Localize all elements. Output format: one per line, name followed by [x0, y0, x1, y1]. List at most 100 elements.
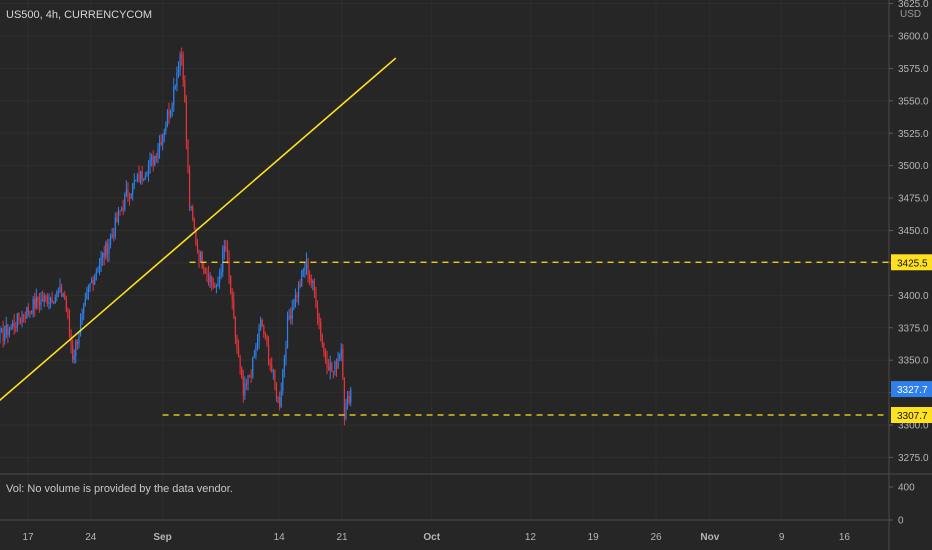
candle-body — [217, 282, 219, 286]
candle-body — [40, 298, 42, 306]
candle-body — [277, 397, 279, 399]
candle-body — [92, 279, 94, 285]
candle-body — [149, 158, 151, 166]
candle-body — [38, 301, 41, 306]
candle-body — [335, 360, 338, 369]
candle-body — [326, 359, 328, 368]
symbol-title[interactable]: US500, 4h, CURRENCYCOM — [6, 9, 153, 21]
horizontal-levels[interactable] — [162, 261, 889, 416]
candle-body — [166, 111, 169, 125]
candle-body — [59, 286, 61, 293]
candle-body — [184, 80, 186, 103]
candle-body — [290, 315, 292, 319]
candle-body — [68, 316, 71, 334]
candle-body — [321, 335, 323, 344]
candle-body — [307, 259, 309, 275]
candle-body — [236, 337, 238, 348]
candle-body — [160, 142, 162, 145]
candle-body — [200, 252, 202, 262]
candle-body — [312, 280, 314, 283]
candle-body — [220, 271, 222, 276]
candle-body — [252, 356, 254, 377]
candle-body — [214, 286, 216, 288]
candle-body — [132, 183, 134, 194]
candle-body — [332, 371, 334, 373]
x-tick-label: 19 — [588, 532, 600, 543]
candle-body — [293, 307, 295, 309]
level-price-label: 3307.7 — [897, 411, 928, 422]
candle-body — [309, 274, 311, 279]
candle-body — [34, 298, 36, 309]
candle-body — [223, 246, 225, 252]
candle-body — [348, 395, 350, 403]
candle-body — [122, 208, 124, 210]
candle-body — [84, 298, 86, 305]
x-tick-label: 16 — [839, 532, 851, 543]
candle-body — [141, 170, 143, 180]
level-price-tag — [891, 407, 932, 424]
candle-body — [203, 268, 205, 272]
candle-body — [256, 341, 259, 346]
candle-body — [247, 375, 249, 384]
candle-body — [54, 297, 56, 304]
candle-body — [56, 292, 58, 298]
candle-body — [170, 109, 172, 116]
candle-body — [313, 280, 315, 292]
candle-body — [102, 252, 104, 258]
candle-body — [138, 174, 140, 183]
candle-body — [192, 206, 194, 219]
y-tick-label: 3500.0 — [898, 161, 929, 172]
candle-body — [48, 302, 50, 304]
candle-body — [168, 111, 170, 116]
volume-tick-label: 0 — [898, 516, 904, 527]
y-tick-label: 3450.0 — [898, 226, 929, 237]
x-tick-label: 17 — [22, 532, 34, 543]
candle-body — [62, 293, 64, 297]
candle-body — [207, 274, 210, 283]
candle-body — [310, 278, 312, 283]
candle-body — [158, 142, 161, 151]
candle-body — [133, 181, 135, 184]
candle-body — [65, 298, 67, 312]
candle-series[interactable] — [0, 47, 352, 426]
candle-body — [267, 344, 270, 363]
candle-body — [209, 276, 211, 283]
candle-body — [315, 291, 317, 308]
candle-body — [218, 275, 221, 283]
candle-body — [177, 68, 180, 73]
last-price-label: 3327.7 — [897, 385, 928, 396]
candle-body — [128, 196, 131, 198]
candle-body — [261, 319, 263, 326]
candle-body — [274, 370, 276, 383]
y-tick-label: 3600.0 — [898, 32, 929, 43]
candle-body — [0, 329, 3, 331]
candle-body — [334, 360, 336, 372]
candle-body — [79, 321, 82, 336]
candle-body — [294, 295, 297, 308]
candle-body — [2, 329, 4, 341]
candle-body — [187, 140, 189, 170]
candle-body — [143, 179, 145, 181]
candle-body — [179, 54, 181, 69]
candle-body — [42, 298, 44, 302]
trendline[interactable] — [0, 57, 397, 430]
candle-body — [337, 358, 339, 369]
candle-body — [260, 319, 262, 329]
candle-body — [302, 270, 304, 272]
candle-body — [297, 284, 300, 298]
candle-body — [67, 311, 69, 317]
candle-body — [255, 345, 257, 356]
candle-body — [263, 325, 265, 335]
candle-body — [23, 315, 25, 318]
candle-body — [72, 345, 74, 360]
candle-body — [239, 356, 241, 368]
time-axis[interactable]: 17 24 Sep 14 21 Oct 12 19 26 Nov 9 16 — [22, 532, 850, 543]
candle-body — [37, 296, 39, 302]
candle-body — [163, 131, 165, 136]
candle-body — [233, 300, 235, 317]
candle-body — [19, 320, 22, 323]
candle-body — [324, 352, 327, 360]
candle-body — [64, 293, 66, 299]
volume-message: Vol: No volume is provided by the data v… — [6, 483, 233, 495]
